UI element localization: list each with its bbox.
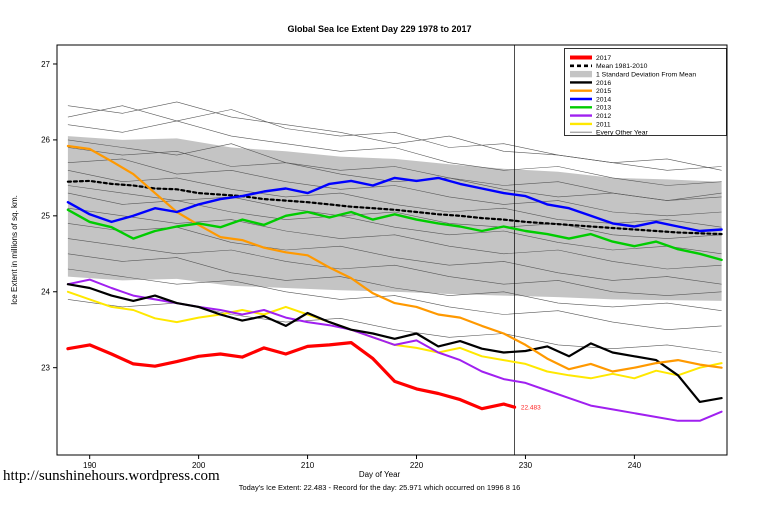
y-tick-label: 24 <box>41 288 50 297</box>
x-tick-label: 190 <box>83 461 97 470</box>
background-year-line <box>67 268 722 331</box>
legend-label: Every Other Year <box>596 130 648 137</box>
series-2017-line <box>66 341 517 411</box>
x-axis-label: Day of Year <box>358 470 401 479</box>
legend-label: 2011 <box>596 121 611 128</box>
background-year-line <box>67 207 722 270</box>
y-tick-label: 26 <box>41 136 50 145</box>
current-extent-annotation: 22.483 <box>521 404 541 411</box>
plot-border <box>56 44 728 456</box>
sea-ice-extent-plot: 22.483 190 200 210 220 230 240 23 24 25 26 27 2017Me… <box>41 44 728 470</box>
chart-title: Global Sea Ice Extent Day 229 1978 to 20… <box>287 24 472 34</box>
legend-label: 1 Standard Deviation From Mean <box>596 72 696 79</box>
legend-label: 2015 <box>596 88 611 95</box>
y-tick-label: 23 <box>41 363 50 372</box>
legend-label: Mean 1981-2010 <box>596 63 648 70</box>
series-2016-line <box>66 283 723 403</box>
chart-caption: Today's Ice Extent: 22.483 - Record for … <box>238 483 521 492</box>
x-tick-label: 200 <box>192 461 206 470</box>
legend-box <box>564 48 727 136</box>
background-year-line <box>67 158 722 217</box>
footer-url-link[interactable]: http://sunshinehours.wordpress.com <box>3 468 220 484</box>
y-tick-label: 25 <box>41 212 50 221</box>
background-year-line <box>67 101 722 171</box>
x-tick-label: 240 <box>628 461 642 470</box>
x-tick-label: 230 <box>519 461 533 470</box>
series-2014-line <box>66 176 723 233</box>
legend-label: 2012 <box>596 113 611 120</box>
series-2012-line <box>66 278 723 422</box>
x-tick-label: 210 <box>301 461 315 470</box>
x-tick-label: 220 <box>410 461 424 470</box>
background-year-line <box>67 120 722 186</box>
series-mean-1981-2010-line <box>66 179 723 236</box>
legend-label: 2014 <box>596 96 611 103</box>
y-tick-label: 27 <box>41 60 50 69</box>
legend-band-swatch <box>570 70 592 78</box>
background-year-line <box>67 253 722 311</box>
std-deviation-band <box>67 136 722 301</box>
legend-label: 2016 <box>596 80 611 87</box>
background-year-line <box>67 192 722 255</box>
series-2013-line <box>66 208 723 262</box>
legend-label: 2017 <box>596 55 611 62</box>
background-year-line <box>67 147 722 201</box>
legend-label: 2013 <box>596 105 611 112</box>
background-year-line <box>67 238 722 296</box>
